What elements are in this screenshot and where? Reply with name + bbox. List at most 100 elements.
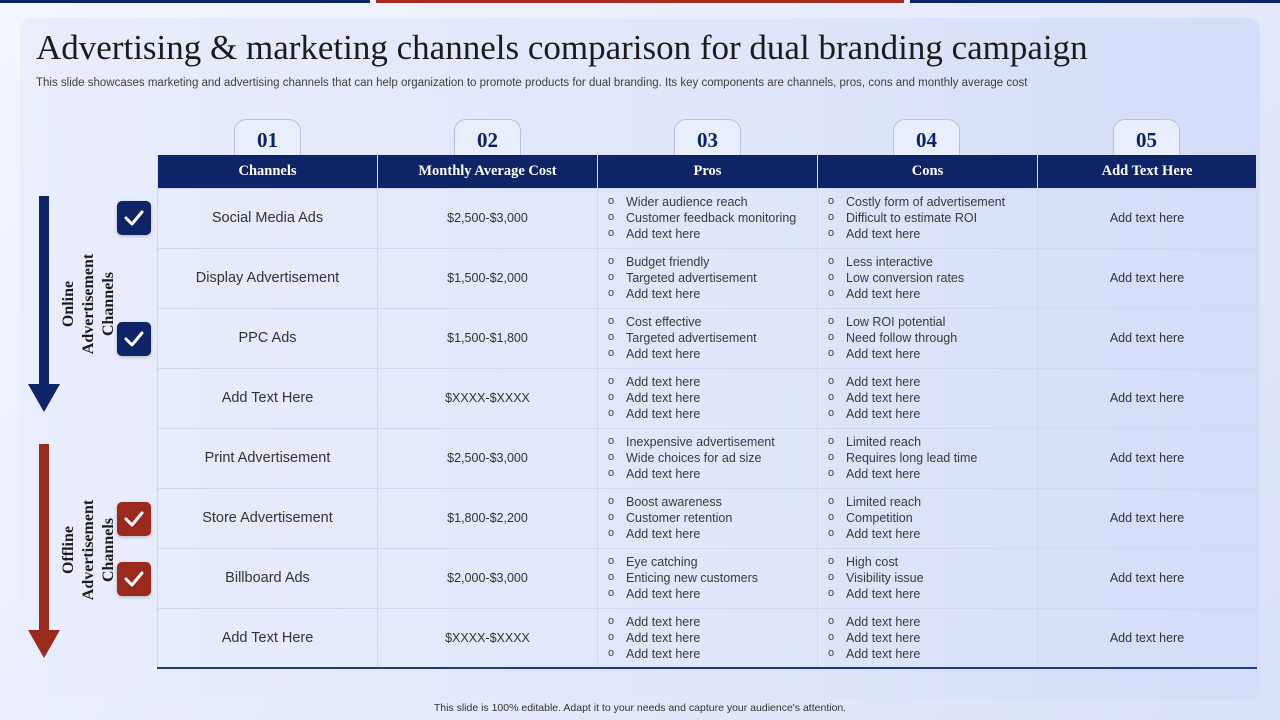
cost-cell: $XXXX-$XXXX	[377, 367, 598, 429]
offline-group-label: Offline Advertisement Channels	[60, 499, 117, 601]
column-number-3: 03	[674, 119, 741, 156]
list-item: Boost awareness	[608, 493, 817, 510]
extra-cell: Add text here	[1037, 547, 1257, 609]
column-number-2: 02	[454, 119, 521, 156]
cost-cell: $1,500-$2,000	[377, 247, 598, 309]
cons-cell: Low ROI potential Need follow through Ad…	[817, 307, 1038, 369]
header-channels: Channels	[157, 155, 378, 188]
list-item: Add text here	[828, 613, 1037, 630]
list-item: Inexpensive advertisement	[608, 433, 817, 450]
channel-cell: Social Media Ads	[157, 187, 378, 249]
column-number-4: 04	[893, 119, 960, 156]
cost-cell: $1,500-$1,800	[377, 307, 598, 369]
extra-cell: Add text here	[1037, 487, 1257, 549]
extra-cell: Add text here	[1037, 307, 1257, 369]
pros-cell: Boost awareness Customer retention Add t…	[597, 487, 818, 549]
table-row: Store Advertisement $1,800-$2,200 Boost …	[157, 487, 1257, 549]
list-item: Add text here	[608, 585, 817, 602]
pros-cell: Inexpensive advertisement Wide choices f…	[597, 427, 818, 489]
pros-cell: Budget friendly Targeted advertisement A…	[597, 247, 818, 309]
list-item: Low ROI potential	[828, 313, 1037, 330]
header-cons: Cons	[817, 155, 1038, 188]
header-monthly-average-cost: Monthly Average Cost	[377, 155, 598, 188]
list-item: Add text here	[608, 389, 817, 406]
list-item: Add text here	[828, 629, 1037, 646]
cons-cell: Limited reach Requires long lead time Ad…	[817, 427, 1038, 489]
table-row: Add Text Here $XXXX-$XXXX Add text here …	[157, 607, 1257, 669]
list-item: Add text here	[828, 585, 1037, 602]
channel-cell: Print Advertisement	[157, 427, 378, 489]
header-pros: Pros	[597, 155, 818, 188]
check-icon	[117, 562, 151, 596]
list-item: Limited reach	[828, 493, 1037, 510]
list-item: Add text here	[828, 525, 1037, 542]
table-row: Social Media Ads $2,500-$3,000 Wider aud…	[157, 187, 1257, 249]
list-item: Add text here	[608, 613, 817, 630]
list-item: Customer retention	[608, 509, 817, 526]
list-item: Limited reach	[828, 433, 1037, 450]
channel-cell: PPC Ads	[157, 307, 378, 369]
list-item: Add text here	[608, 629, 817, 646]
list-item: Eye catching	[608, 553, 817, 570]
channel-cell: Add Text Here	[157, 607, 378, 669]
list-item: Add text here	[608, 373, 817, 390]
cost-cell: $1,800-$2,200	[377, 487, 598, 549]
column-number-5: 05	[1113, 119, 1180, 156]
pros-cell: Add text here Add text here Add text her…	[597, 367, 818, 429]
offline-arrow-icon	[28, 444, 60, 658]
list-item: Low conversion rates	[828, 269, 1037, 286]
slide-title: Advertising & marketing channels compari…	[36, 28, 1088, 67]
comparison-table: Channels Monthly Average Cost Pros Cons …	[157, 155, 1257, 669]
table-row: Add Text Here $XXXX-$XXXX Add text here …	[157, 367, 1257, 429]
list-item: Add text here	[828, 389, 1037, 406]
channel-cell: Display Advertisement	[157, 247, 378, 309]
extra-cell: Add text here	[1037, 607, 1257, 669]
pros-cell: Wider audience reach Customer feedback m…	[597, 187, 818, 249]
top-accent-bar-center	[376, 0, 904, 3]
check-icon	[117, 322, 151, 356]
list-item: Add text here	[608, 285, 817, 302]
cost-cell: $2,500-$3,000	[377, 187, 598, 249]
list-item: High cost	[828, 553, 1037, 570]
list-item: Competition	[828, 509, 1037, 526]
table-row: Print Advertisement $2,500-$3,000 Inexpe…	[157, 427, 1257, 489]
cons-cell: Add text here Add text here Add text her…	[817, 367, 1038, 429]
list-item: Enticing new customers	[608, 569, 817, 586]
list-item: Budget friendly	[608, 253, 817, 270]
list-item: Targeted advertisement	[608, 329, 817, 346]
check-icon	[117, 502, 151, 536]
list-item: Add text here	[828, 405, 1037, 422]
table-row: Display Advertisement $1,500-$2,000 Budg…	[157, 247, 1257, 309]
online-group-label: Online Advertisement Channels	[60, 253, 117, 355]
table-row: PPC Ads $1,500-$1,800 Cost effective Tar…	[157, 307, 1257, 369]
list-item: Requires long lead time	[828, 449, 1037, 466]
list-item: Targeted advertisement	[608, 269, 817, 286]
list-item: Add text here	[828, 285, 1037, 302]
pros-cell: Eye catching Enticing new customers Add …	[597, 547, 818, 609]
extra-cell: Add text here	[1037, 427, 1257, 489]
top-accent-bar-right	[910, 0, 1280, 3]
cons-cell: Costly form of advertisement Difficult t…	[817, 187, 1038, 249]
cons-cell: Add text here Add text here Add text her…	[817, 607, 1038, 669]
column-number-1: 01	[234, 119, 301, 156]
list-item: Less interactive	[828, 253, 1037, 270]
list-item: Visibility issue	[828, 569, 1037, 586]
table-header-row: Channels Monthly Average Cost Pros Cons …	[157, 155, 1257, 188]
cost-cell: $2,000-$3,000	[377, 547, 598, 609]
pros-cell: Cost effective Targeted advertisement Ad…	[597, 307, 818, 369]
list-item: Wide choices for ad size	[608, 449, 817, 466]
list-item: Add text here	[828, 465, 1037, 482]
list-item: Add text here	[828, 645, 1037, 662]
top-accent-bar-left	[0, 0, 370, 3]
list-item: Add text here	[828, 225, 1037, 242]
extra-cell: Add text here	[1037, 367, 1257, 429]
header-add-text: Add Text Here	[1037, 155, 1257, 188]
list-item: Difficult to estimate ROI	[828, 209, 1037, 226]
channel-cell: Store Advertisement	[157, 487, 378, 549]
list-item: Need follow through	[828, 329, 1037, 346]
extra-cell: Add text here	[1037, 247, 1257, 309]
table-row: Billboard Ads $2,000-$3,000 Eye catching…	[157, 547, 1257, 609]
list-item: Wider audience reach	[608, 193, 817, 210]
check-icon	[117, 201, 151, 235]
list-item: Add text here	[608, 465, 817, 482]
